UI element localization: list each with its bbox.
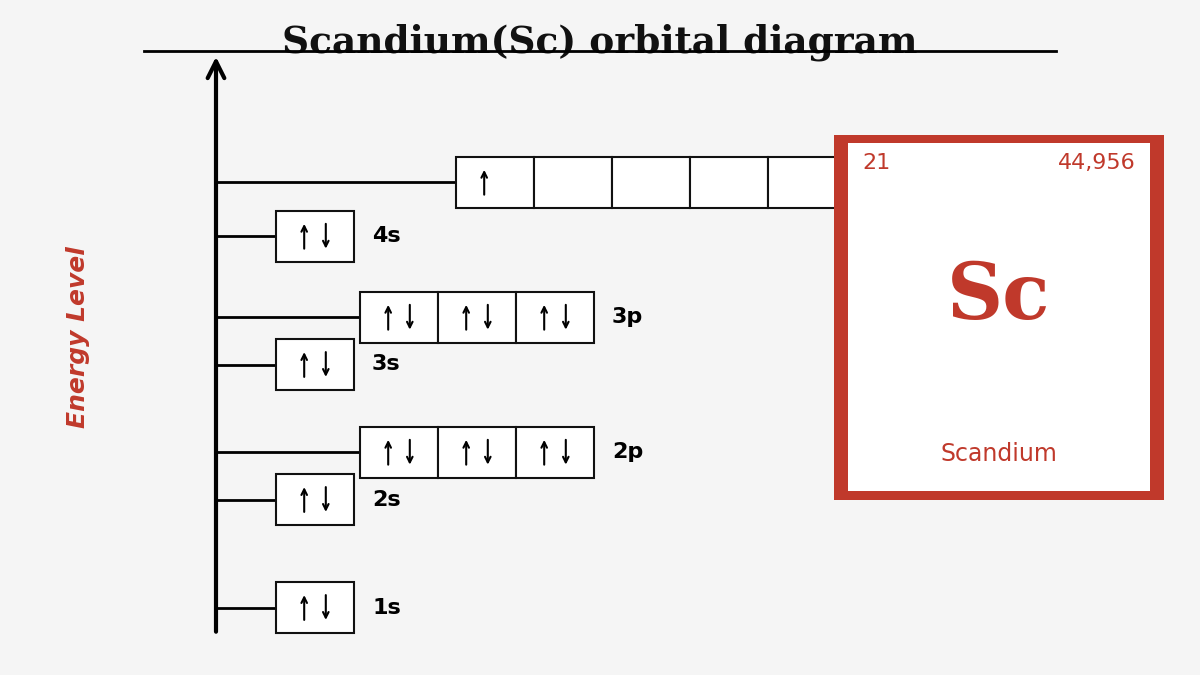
Text: Energy Level: Energy Level — [66, 246, 90, 429]
Bar — [612, 157, 690, 208]
Text: 2p: 2p — [612, 442, 643, 462]
Text: 4s: 4s — [372, 226, 401, 246]
Bar — [438, 292, 516, 342]
Bar — [276, 582, 354, 633]
Bar — [276, 339, 354, 389]
Bar — [360, 427, 438, 478]
Text: 3p: 3p — [612, 307, 643, 327]
Text: Sc: Sc — [947, 259, 1051, 335]
Text: Scandium(Sc) orbital diagram: Scandium(Sc) orbital diagram — [282, 24, 918, 61]
Text: 1s: 1s — [372, 597, 401, 618]
Bar — [516, 292, 594, 342]
Text: 2s: 2s — [372, 489, 401, 510]
Text: 3s: 3s — [372, 354, 401, 375]
Bar — [690, 157, 768, 208]
Bar — [534, 157, 612, 208]
Bar — [276, 474, 354, 525]
Text: 21: 21 — [863, 153, 892, 173]
Bar — [516, 427, 594, 478]
Bar — [360, 292, 438, 342]
Bar — [438, 427, 516, 478]
Bar — [768, 157, 846, 208]
Text: 3d: 3d — [864, 172, 895, 192]
Bar — [276, 211, 354, 261]
Text: 44,956: 44,956 — [1057, 153, 1135, 173]
Text: Scandium: Scandium — [941, 441, 1057, 466]
Bar — [456, 157, 534, 208]
Bar — [834, 135, 1164, 500]
Bar — [848, 143, 1150, 491]
